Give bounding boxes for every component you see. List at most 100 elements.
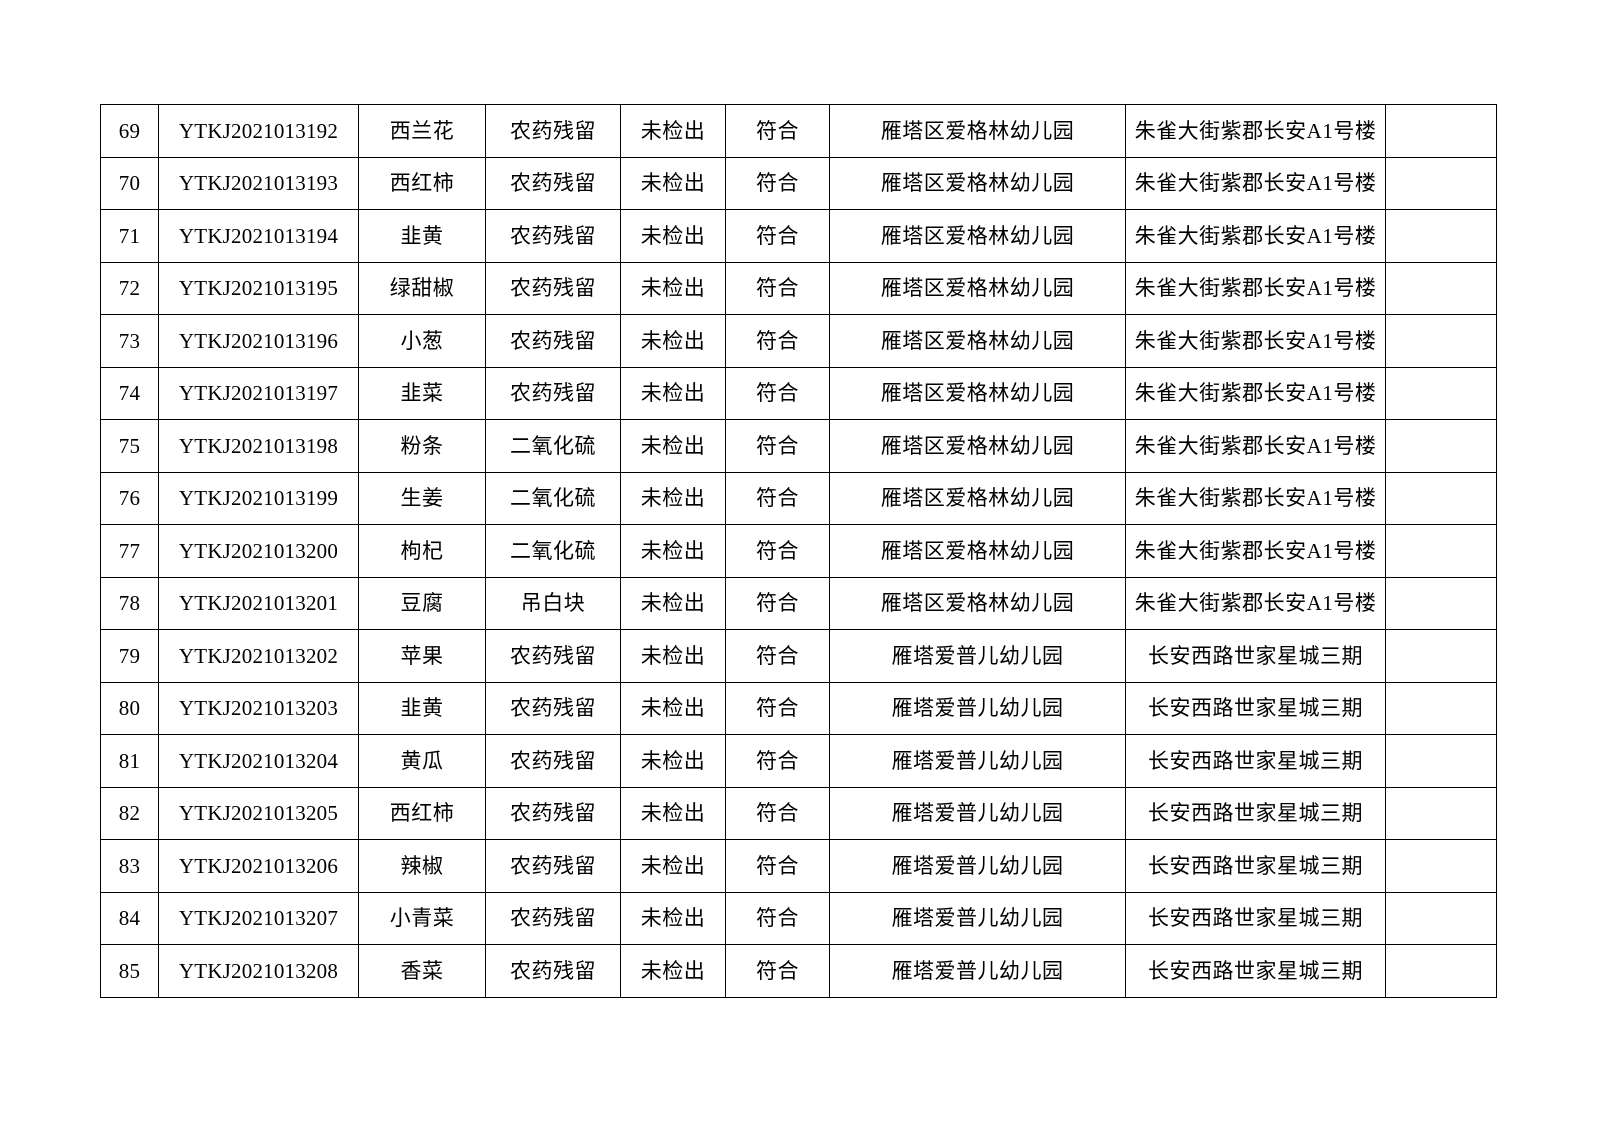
cell-verdict: 符合 bbox=[725, 681, 830, 735]
cell-code: YTKJ2021013207 bbox=[158, 891, 359, 945]
cell-verdict: 符合 bbox=[725, 786, 830, 840]
cell-item: 农药残留 bbox=[485, 314, 621, 368]
cell-result: 未检出 bbox=[620, 104, 726, 158]
cell-sample: 韭菜 bbox=[358, 366, 486, 420]
cell-addr: 长安西路世家星城三期 bbox=[1125, 786, 1386, 840]
cell-code: YTKJ2021013205 bbox=[158, 786, 359, 840]
cell-code: YTKJ2021013197 bbox=[158, 366, 359, 420]
cell-code: YTKJ2021013195 bbox=[158, 261, 359, 315]
cell-addr: 长安西路世家星城三期 bbox=[1125, 839, 1386, 893]
table-row: 76 YTKJ2021013199 生姜 二氧化硫 未检出 符合 雁塔区爱格林幼儿园 朱雀大街… bbox=[100, 471, 1497, 525]
cell-addr: 长安西路世家星城三期 bbox=[1125, 681, 1386, 735]
cell-verdict: 符合 bbox=[725, 629, 830, 683]
cell-remark bbox=[1385, 576, 1497, 630]
cell-result: 未检出 bbox=[620, 734, 726, 788]
cell-index: 74 bbox=[100, 366, 159, 420]
cell-item: 农药残留 bbox=[485, 891, 621, 945]
cell-result: 未检出 bbox=[620, 366, 726, 420]
cell-org: 雁塔区爱格林幼儿园 bbox=[829, 156, 1126, 210]
cell-item: 二氧化硫 bbox=[485, 471, 621, 525]
cell-index: 84 bbox=[100, 891, 159, 945]
cell-org: 雁塔爱普儿幼儿园 bbox=[829, 944, 1126, 998]
cell-item: 农药残留 bbox=[485, 839, 621, 893]
cell-sample: 绿甜椒 bbox=[358, 261, 486, 315]
cell-sample: 黄瓜 bbox=[358, 734, 486, 788]
cell-addr: 朱雀大街紫郡长安A1号楼 bbox=[1125, 314, 1386, 368]
cell-addr: 长安西路世家星城三期 bbox=[1125, 734, 1386, 788]
cell-org: 雁塔爱普儿幼儿园 bbox=[829, 629, 1126, 683]
cell-result: 未检出 bbox=[620, 944, 726, 998]
cell-code: YTKJ2021013208 bbox=[158, 944, 359, 998]
cell-item: 吊白块 bbox=[485, 576, 621, 630]
cell-item: 农药残留 bbox=[485, 156, 621, 210]
cell-org: 雁塔区爱格林幼儿园 bbox=[829, 104, 1126, 158]
cell-code: YTKJ2021013192 bbox=[158, 104, 359, 158]
cell-org: 雁塔区爱格林幼儿园 bbox=[829, 209, 1126, 263]
table-row: 84 YTKJ2021013207 小青菜 农药残留 未检出 符合 雁塔爱普儿幼儿园 长安西路… bbox=[100, 891, 1497, 945]
table-row: 73 YTKJ2021013196 小葱 农药残留 未检出 符合 雁塔区爱格林幼儿园 朱雀大街… bbox=[100, 314, 1497, 368]
cell-item: 农药残留 bbox=[485, 786, 621, 840]
inspection-results-table: 69 YTKJ2021013192 西兰花 农药残留 未检出 符合 雁塔区爱格林幼儿园 朱雀大… bbox=[100, 104, 1497, 998]
cell-item: 农药残留 bbox=[485, 366, 621, 420]
cell-index: 85 bbox=[100, 944, 159, 998]
cell-verdict: 符合 bbox=[725, 209, 830, 263]
cell-remark bbox=[1385, 629, 1497, 683]
cell-addr: 长安西路世家星城三期 bbox=[1125, 629, 1386, 683]
cell-verdict: 符合 bbox=[725, 156, 830, 210]
table-body: 69 YTKJ2021013192 西兰花 农药残留 未检出 符合 雁塔区爱格林幼儿园 朱雀大… bbox=[100, 104, 1497, 998]
cell-sample: 韭黄 bbox=[358, 209, 486, 263]
cell-sample: 苹果 bbox=[358, 629, 486, 683]
cell-item: 农药残留 bbox=[485, 261, 621, 315]
cell-verdict: 符合 bbox=[725, 839, 830, 893]
table-row: 85 YTKJ2021013208 香菜 农药残留 未检出 符合 雁塔爱普儿幼儿园 长安西路世… bbox=[100, 944, 1497, 998]
cell-item: 农药残留 bbox=[485, 629, 621, 683]
cell-sample: 韭黄 bbox=[358, 681, 486, 735]
cell-sample: 粉条 bbox=[358, 419, 486, 473]
cell-remark bbox=[1385, 471, 1497, 525]
cell-remark bbox=[1385, 839, 1497, 893]
cell-addr: 朱雀大街紫郡长安A1号楼 bbox=[1125, 156, 1386, 210]
cell-index: 70 bbox=[100, 156, 159, 210]
cell-verdict: 符合 bbox=[725, 419, 830, 473]
table-row: 77 YTKJ2021013200 枸杞 二氧化硫 未检出 符合 雁塔区爱格林幼儿园 朱雀大街… bbox=[100, 524, 1497, 578]
cell-remark bbox=[1385, 786, 1497, 840]
cell-verdict: 符合 bbox=[725, 314, 830, 368]
cell-result: 未检出 bbox=[620, 261, 726, 315]
cell-addr: 朱雀大街紫郡长安A1号楼 bbox=[1125, 209, 1386, 263]
cell-result: 未检出 bbox=[620, 314, 726, 368]
cell-code: YTKJ2021013199 bbox=[158, 471, 359, 525]
cell-remark bbox=[1385, 156, 1497, 210]
table-row: 79 YTKJ2021013202 苹果 农药残留 未检出 符合 雁塔爱普儿幼儿园 长安西路世… bbox=[100, 629, 1497, 683]
cell-addr: 朱雀大街紫郡长安A1号楼 bbox=[1125, 576, 1386, 630]
cell-index: 79 bbox=[100, 629, 159, 683]
cell-sample: 小青菜 bbox=[358, 891, 486, 945]
cell-index: 73 bbox=[100, 314, 159, 368]
table-row: 70 YTKJ2021013193 西红柿 农药残留 未检出 符合 雁塔区爱格林幼儿园 朱雀大… bbox=[100, 156, 1497, 210]
cell-remark bbox=[1385, 104, 1497, 158]
cell-item: 二氧化硫 bbox=[485, 419, 621, 473]
cell-addr: 朱雀大街紫郡长安A1号楼 bbox=[1125, 366, 1386, 420]
cell-item: 农药残留 bbox=[485, 681, 621, 735]
cell-index: 83 bbox=[100, 839, 159, 893]
cell-code: YTKJ2021013202 bbox=[158, 629, 359, 683]
cell-code: YTKJ2021013201 bbox=[158, 576, 359, 630]
cell-sample: 小葱 bbox=[358, 314, 486, 368]
cell-result: 未检出 bbox=[620, 891, 726, 945]
cell-addr: 朱雀大街紫郡长安A1号楼 bbox=[1125, 261, 1386, 315]
cell-result: 未检出 bbox=[620, 209, 726, 263]
cell-addr: 朱雀大街紫郡长安A1号楼 bbox=[1125, 104, 1386, 158]
cell-org: 雁塔爱普儿幼儿园 bbox=[829, 681, 1126, 735]
cell-remark bbox=[1385, 209, 1497, 263]
cell-sample: 西兰花 bbox=[358, 104, 486, 158]
cell-verdict: 符合 bbox=[725, 891, 830, 945]
cell-verdict: 符合 bbox=[725, 734, 830, 788]
table-row: 75 YTKJ2021013198 粉条 二氧化硫 未检出 符合 雁塔区爱格林幼儿园 朱雀大街… bbox=[100, 419, 1497, 473]
cell-index: 80 bbox=[100, 681, 159, 735]
cell-addr: 长安西路世家星城三期 bbox=[1125, 944, 1386, 998]
cell-sample: 辣椒 bbox=[358, 839, 486, 893]
cell-index: 78 bbox=[100, 576, 159, 630]
cell-code: YTKJ2021013196 bbox=[158, 314, 359, 368]
cell-result: 未检出 bbox=[620, 156, 726, 210]
cell-remark bbox=[1385, 734, 1497, 788]
